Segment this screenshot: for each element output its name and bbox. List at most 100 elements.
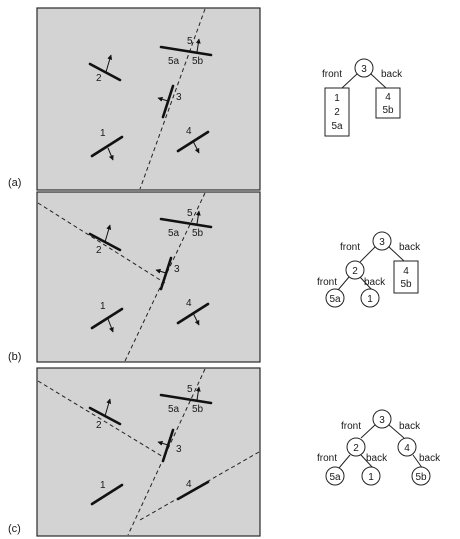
panel-b-background [36,191,261,363]
wall-3 [161,84,175,119]
wall-3-label: 3 [174,264,180,275]
wall-1-label: 1 [100,301,106,312]
wall-5a-label: 5a [168,228,180,239]
tree-a-front-item-5a: 5a [331,121,343,132]
tree-b-leaf-5a [325,288,345,308]
tree-b-back-item-5b: 5b [400,279,412,290]
panel-a-label: (a) [8,177,21,189]
wall-5-label: 5 [187,384,193,395]
tree-c-node-4 [397,437,417,457]
tree-b-node-3 [372,231,392,251]
wall-5b-label: 5b [192,404,204,415]
wall-5b-label: 5b [192,228,204,239]
tree-b-leaf-1 [360,288,380,308]
wall-4 [176,480,210,501]
tree-c-edge-front [360,424,376,439]
wall-1 [90,483,124,506]
tree-b-leaf-1-label: 1 [367,294,373,305]
tree-a-back-list-box [375,87,401,119]
wall-5-normal-arrow [195,386,201,401]
tree-a-back-item-4: 4 [385,92,391,103]
tree-b-front-label: front [340,242,360,253]
tree-b-node-2-front-label: front [317,277,337,288]
tree-c-node-2 [346,437,366,457]
wall-5-label: 5 [187,208,193,219]
panel-b: 1 2 3 4 5 5a 5b (b) 3 front back 2 front [8,191,421,363]
wall-5a-label: 5a [168,56,180,67]
wall-2-normal-arrow [105,54,113,73]
tree-a-node-3 [354,58,374,78]
wall-5b-label: 5b [192,56,204,67]
wall-4-normal-arrow [192,140,200,154]
tree-a-back-item-5b: 5b [382,105,394,116]
tree-b-node-2 [345,260,365,280]
tree-b-back-label: back [399,242,421,253]
tree-a-front-item-2: 2 [334,107,340,118]
tree-b: 3 front back 2 front back 5a 1 4 5b [317,231,421,308]
tree-b-edge-2-back [359,276,373,291]
wall-1 [90,135,124,158]
tree-c-leaf-5a-label: 5a [329,472,341,483]
wall-5 [159,45,213,57]
tree-c-leaf-5a [325,466,345,486]
tree-b-leaf-5a-label: 5a [329,294,341,305]
tree-c-edge-2-back [360,454,374,469]
wall-2-normal-arrow [104,398,112,417]
panel-c-split-line-2 [37,380,166,459]
wall-3-normal-arrow [157,96,169,102]
wall-2-label: 2 [96,245,102,256]
wall-1-label: 1 [100,480,106,491]
tree-c-leaf-5b-label: 5b [415,472,427,483]
wall-5a-label: 5a [168,404,180,415]
tree-a-front-list-box [324,87,350,137]
wall-1-normal-arrow [107,318,114,333]
wall-5-normal-arrow [195,210,201,225]
wall-2 [88,62,122,82]
wall-2-label: 2 [96,73,102,84]
tree-c-back-label: back [399,421,421,432]
tree-b-edge-back [388,246,405,262]
tree-a: 3 front back 1 2 5a 4 5b [322,58,403,137]
wall-4-label: 4 [186,126,192,137]
wall-2-label: 2 [96,420,102,431]
wall-5-label: 5 [187,36,193,47]
tree-c-edge-2-front [338,454,351,469]
panel-c-background [36,367,261,537]
tree-c-node-4-back-label: back [419,453,441,464]
wall-3-normal-arrow [157,440,169,446]
panel-c-split-line-4 [139,451,260,521]
tree-b-node-3-label: 3 [379,237,385,248]
wall-3-label: 3 [176,92,182,103]
tree-c: 3 front back 2 front back 4 back 5a 1 5b [317,409,441,486]
tree-c-node-2-label: 2 [353,443,359,454]
panel-a-split-line-3 [139,8,206,190]
tree-c-node-4-label: 4 [404,443,410,454]
tree-c-node-3-label: 3 [379,415,385,426]
panel-c-label: (c) [8,523,21,535]
wall-3 [159,256,173,291]
tree-c-leaf-1-label: 1 [368,472,374,483]
tree-c-leaf-5b [411,466,431,486]
wall-1-label: 1 [100,128,106,139]
tree-b-edge-2-front [337,276,350,291]
tree-a-front-item-1: 1 [334,93,340,104]
tree-b-back-item-4: 4 [403,266,409,277]
wall-3-normal-arrow [155,268,167,274]
tree-a-back-label: back [381,69,403,80]
tree-c-node-2-back-label: back [366,453,388,464]
panel-a: 1 2 3 4 5 5a 5b (a) 3 front back 1 2 [8,7,403,191]
wall-5-normal-arrow [195,38,201,53]
tree-b-node-2-back-label: back [364,277,386,288]
wall-4-label: 4 [186,298,192,309]
tree-b-node-2-label: 2 [352,266,358,277]
wall-1 [90,307,124,330]
tree-c-node-3 [372,409,392,429]
tree-c-edge-back [388,424,405,439]
wall-5 [159,217,213,229]
wall-3 [161,428,175,463]
tree-b-edge-front [359,246,376,263]
wall-2-normal-arrow [104,224,112,243]
tree-a-edge-front [341,73,358,89]
tree-a-node-3-label: 3 [361,64,367,75]
